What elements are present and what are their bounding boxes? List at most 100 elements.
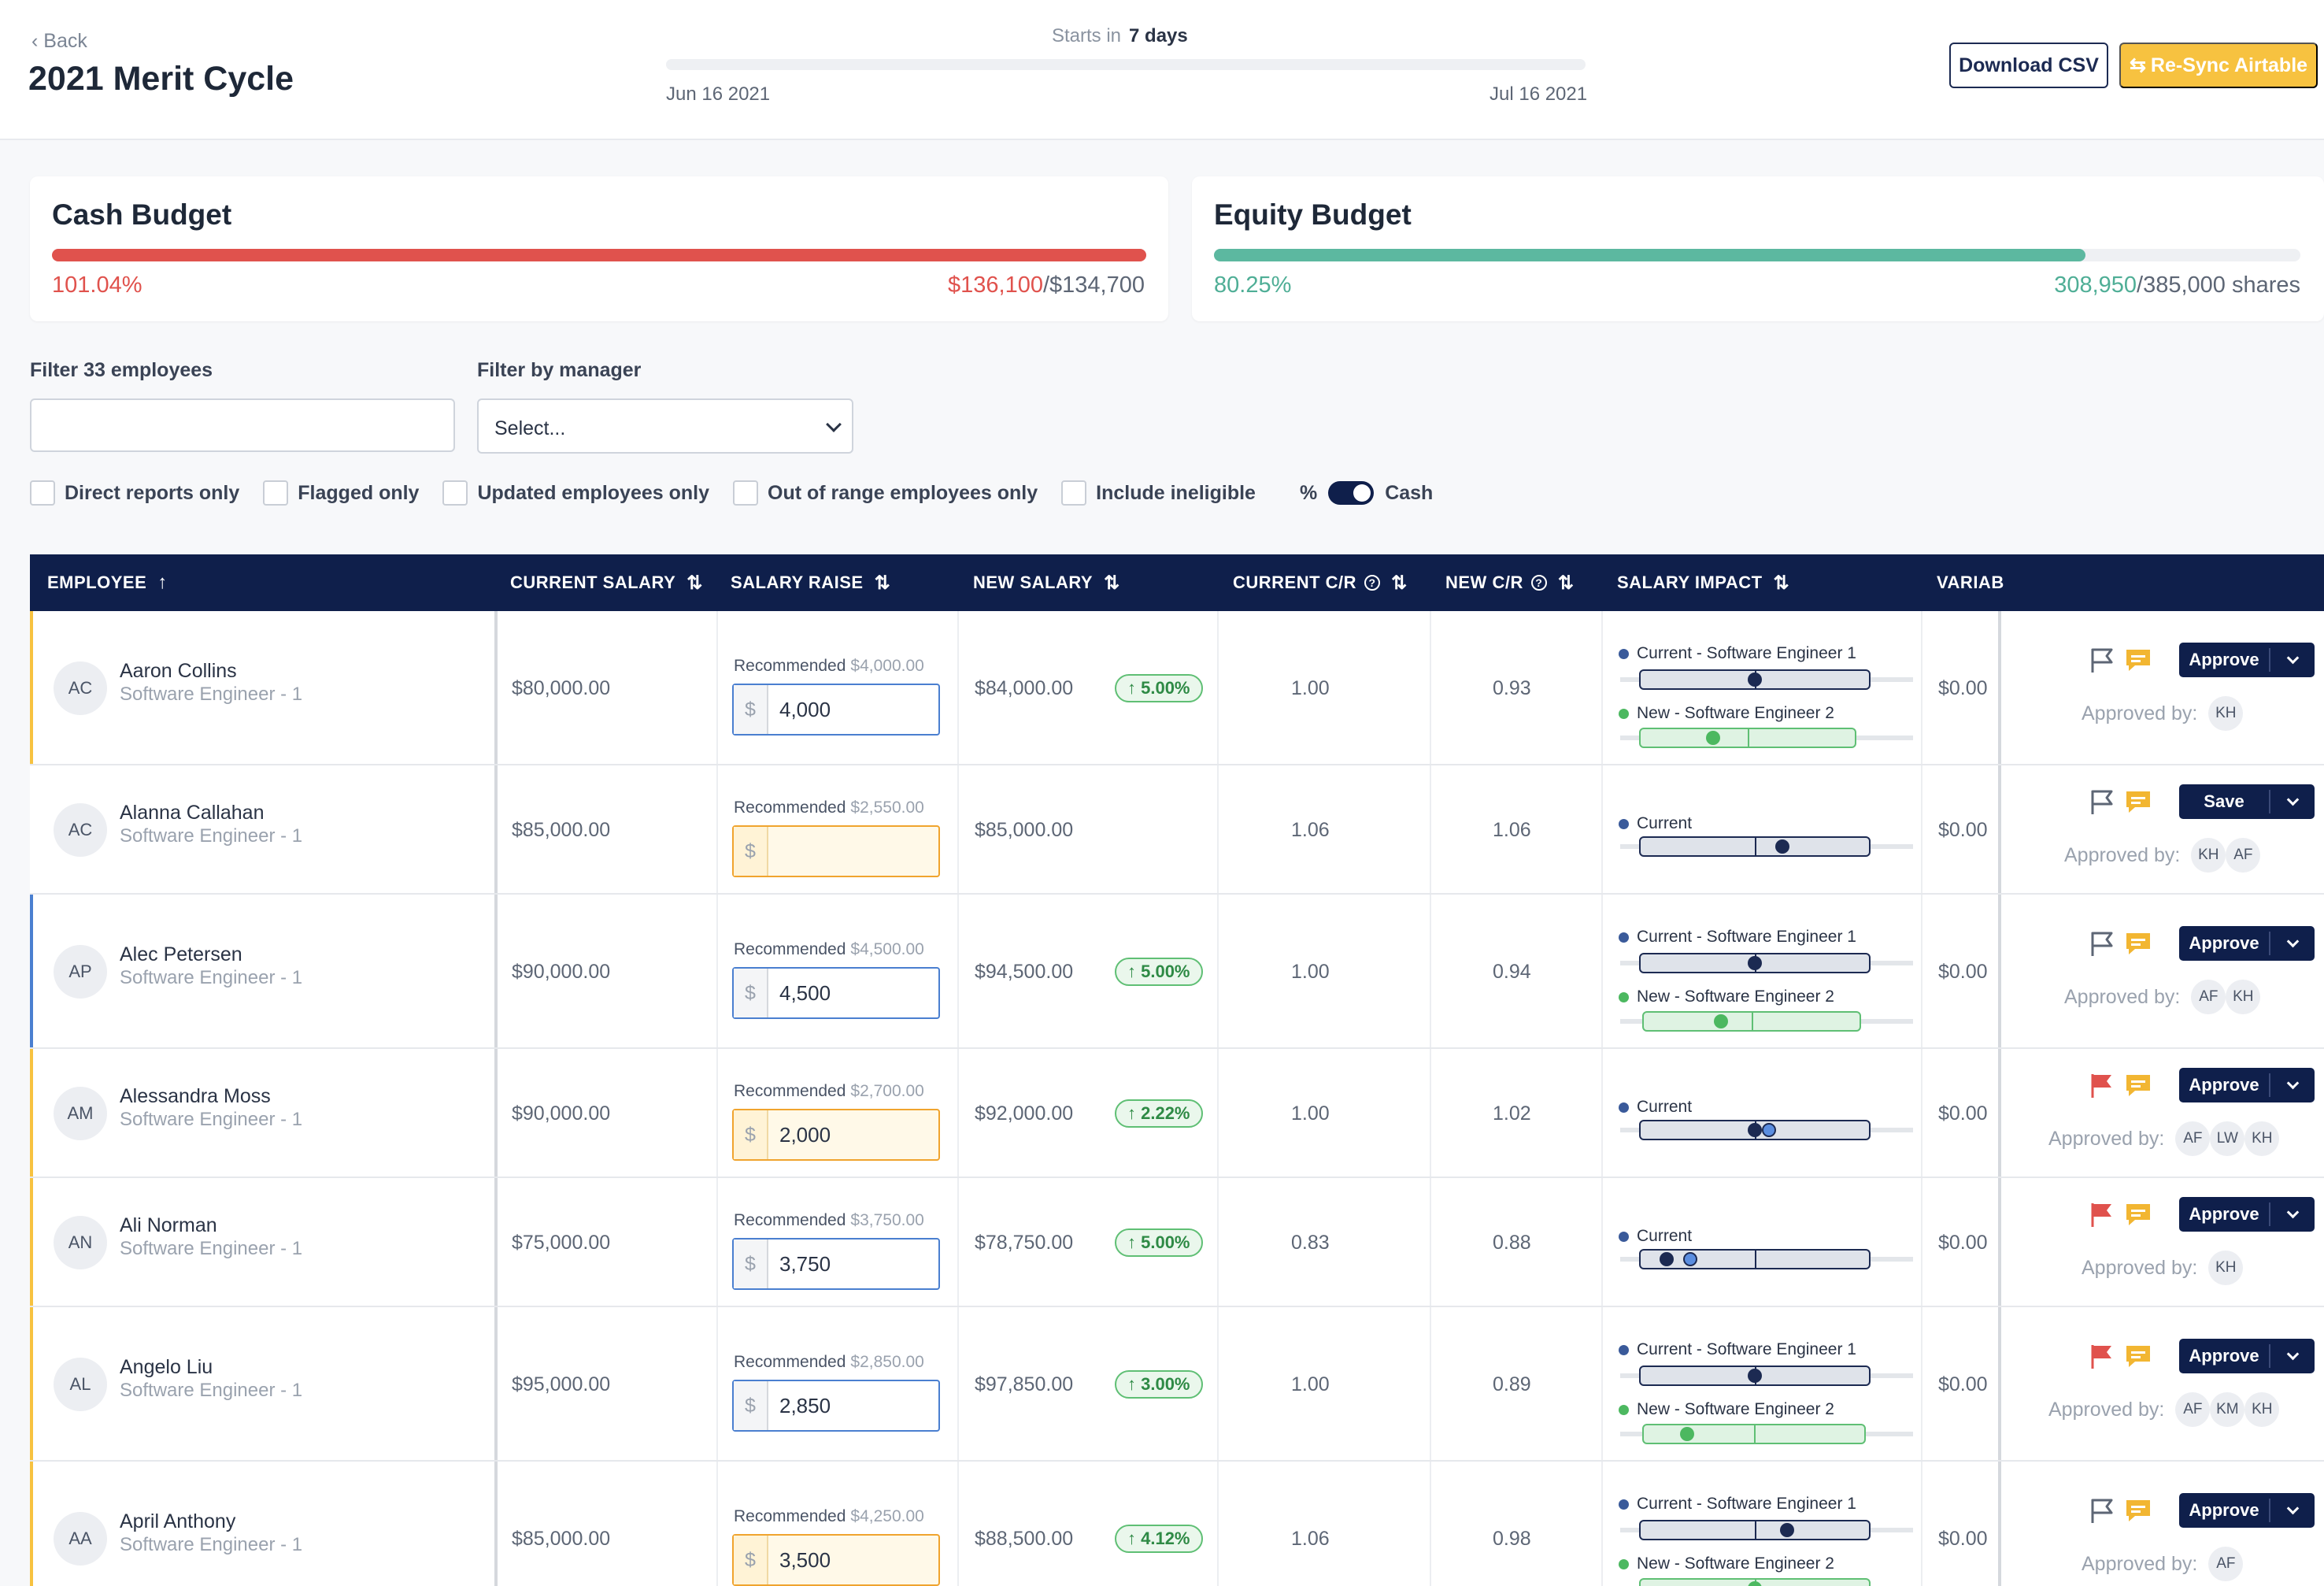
column-variable[interactable]: VARIAB: [1937, 554, 2028, 611]
chevron-down-icon[interactable]: [2270, 793, 2315, 806]
back-link[interactable]: ‹ Back: [31, 30, 87, 52]
flag-icon[interactable]: [2088, 1342, 2116, 1370]
checkbox-label[interactable]: Updated employees only: [477, 481, 709, 504]
flag-icon[interactable]: [2088, 646, 2116, 674]
approve-button-label[interactable]: Approve: [2189, 1500, 2259, 1520]
comment-icon[interactable]: [2124, 789, 2152, 814]
comment-icon[interactable]: [2124, 647, 2152, 673]
column-new-salary[interactable]: NEW SALARY ⇅: [973, 554, 1120, 611]
checkbox-label[interactable]: Out of range employees only: [768, 481, 1038, 504]
approve-button-label[interactable]: Approve: [2189, 1075, 2259, 1095]
employee-name[interactable]: April Anthony: [120, 1510, 236, 1532]
salary-raise-value[interactable]: 4,000: [779, 697, 831, 721]
column-label[interactable]: NEW SALARY: [973, 573, 1094, 592]
resync-label[interactable]: Re-Sync Airtable: [2150, 54, 2308, 76]
help-icon[interactable]: ?: [1364, 575, 1381, 591]
comment-icon[interactable]: [2124, 931, 2152, 956]
column-label[interactable]: EMPLOYEE: [47, 573, 147, 592]
column-employee[interactable]: EMPLOYEE ↑: [47, 554, 168, 611]
salary-raise-input[interactable]: $4,500: [732, 967, 940, 1019]
comment-icon[interactable]: [2124, 1202, 2152, 1227]
column-current-salary[interactable]: CURRENT SALARY ⇅: [510, 554, 703, 611]
chevron-down-icon[interactable]: [2270, 1502, 2315, 1514]
sort-icon[interactable]: ⇅: [874, 572, 891, 594]
salary-raise-value[interactable]: 2,000: [779, 1122, 831, 1147]
comment-icon[interactable]: [2124, 1343, 2152, 1369]
checkbox-out-of-range[interactable]: Out of range employees only: [733, 480, 1038, 506]
chevron-down-icon[interactable]: [2270, 935, 2315, 947]
checkbox-box[interactable]: [30, 480, 55, 506]
flag-icon[interactable]: [2088, 1200, 2116, 1228]
checkbox-label[interactable]: Flagged only: [298, 481, 420, 504]
column-label[interactable]: VARIAB: [1937, 573, 2004, 592]
percent-cash-toggle[interactable]: % Cash: [1300, 481, 1433, 505]
checkbox-box[interactable]: [733, 480, 758, 506]
checkbox-ineligible[interactable]: Include ineligible: [1061, 480, 1256, 506]
checkbox-label[interactable]: Direct reports only: [65, 481, 240, 504]
salary-raise-value[interactable]: 2,850: [779, 1393, 831, 1417]
sort-asc-icon[interactable]: ↑: [157, 572, 168, 593]
sort-icon[interactable]: ⇅: [686, 572, 703, 594]
manager-select-value[interactable]: Select...: [494, 417, 566, 439]
salary-raise-value[interactable]: 3,500: [779, 1547, 831, 1572]
chevron-down-icon[interactable]: [2270, 1347, 2315, 1360]
approve-button-label[interactable]: Approve: [2189, 1204, 2259, 1224]
approve-split-button[interactable]: Approve: [2179, 1068, 2315, 1102]
checkbox-label[interactable]: Include ineligible: [1096, 481, 1256, 504]
download-csv-button[interactable]: Download CSV: [1949, 43, 2108, 88]
approve-split-button[interactable]: Approve: [2179, 1339, 2315, 1373]
approve-split-button[interactable]: Approve: [2179, 1197, 2315, 1232]
checkbox-flagged[interactable]: Flagged only: [263, 480, 419, 506]
toggle-knob[interactable]: [1353, 484, 1371, 502]
column-salary-raise[interactable]: SALARY RAISE ⇅: [731, 554, 890, 611]
flag-icon[interactable]: [2088, 787, 2116, 816]
approve-button-label[interactable]: Approve: [2189, 650, 2259, 669]
approve-split-button[interactable]: Save: [2179, 784, 2315, 819]
checkbox-box[interactable]: [1061, 480, 1087, 506]
salary-raise-input[interactable]: $2,850: [732, 1380, 940, 1432]
salary-raise-value[interactable]: 4,500: [779, 980, 831, 1005]
toggle-switch[interactable]: [1328, 481, 1375, 505]
checkbox-box[interactable]: [263, 480, 289, 506]
approve-button-label[interactable]: Save: [2204, 791, 2244, 811]
approve-button-label[interactable]: Approve: [2189, 1346, 2259, 1366]
column-label[interactable]: CURRENT SALARY: [510, 573, 676, 592]
employee-name[interactable]: Aaron Collins: [120, 660, 237, 682]
manager-select[interactable]: Select...: [477, 398, 853, 454]
employee-search-input[interactable]: [30, 398, 455, 452]
approve-split-button[interactable]: Approve: [2179, 643, 2315, 677]
column-label[interactable]: SALARY IMPACT: [1617, 573, 1763, 592]
salary-raise-input[interactable]: $4,000: [732, 684, 940, 736]
help-icon[interactable]: ?: [1530, 575, 1547, 591]
checkbox-box[interactable]: [442, 480, 468, 506]
salary-raise-input[interactable]: $3,500: [732, 1534, 940, 1586]
column-salary-impact[interactable]: SALARY IMPACT ⇅: [1617, 554, 1789, 611]
salary-raise-input[interactable]: $2,000: [732, 1109, 940, 1161]
approve-split-button[interactable]: Approve: [2179, 1493, 2315, 1528]
chevron-down-icon[interactable]: [2270, 1206, 2315, 1218]
column-new-cr[interactable]: NEW C/R? ⇅: [1445, 554, 1574, 611]
sort-icon[interactable]: ⇅: [1557, 572, 1575, 594]
comment-icon[interactable]: [2124, 1073, 2152, 1098]
flag-icon[interactable]: [2088, 1071, 2116, 1099]
employee-name[interactable]: Angelo Liu: [120, 1356, 213, 1378]
checkbox-updated[interactable]: Updated employees only: [442, 480, 709, 506]
column-label[interactable]: SALARY RAISE: [731, 573, 864, 592]
sort-icon[interactable]: ⇅: [1104, 572, 1120, 594]
chevron-down-icon[interactable]: [2270, 651, 2315, 664]
comment-icon[interactable]: [2124, 1498, 2152, 1523]
approve-button-label[interactable]: Approve: [2189, 933, 2259, 953]
column-label[interactable]: CURRENT C/R: [1233, 573, 1357, 592]
back-label[interactable]: Back: [43, 30, 87, 52]
employee-name[interactable]: Alanna Callahan: [120, 802, 265, 824]
salary-raise-input[interactable]: $3,750: [732, 1238, 940, 1290]
column-current-cr[interactable]: CURRENT C/R? ⇅: [1233, 554, 1408, 611]
employee-name[interactable]: Alec Petersen: [120, 943, 242, 965]
checkbox-direct-reports[interactable]: Direct reports only: [30, 480, 239, 506]
salary-raise-value[interactable]: [768, 827, 779, 876]
chevron-down-icon[interactable]: [2270, 1076, 2315, 1089]
employee-name[interactable]: Ali Norman: [120, 1214, 217, 1236]
flag-icon[interactable]: [2088, 1496, 2116, 1525]
flag-icon[interactable]: [2088, 929, 2116, 958]
sort-icon[interactable]: ⇅: [1773, 572, 1790, 594]
